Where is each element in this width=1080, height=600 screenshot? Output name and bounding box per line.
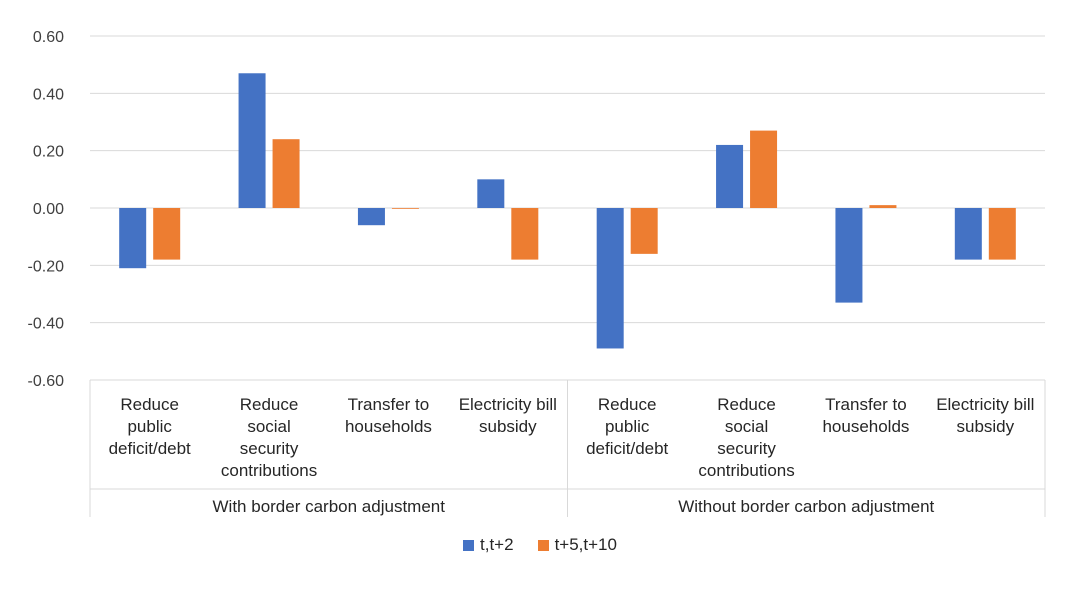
category-label-line: deficit/debt — [109, 439, 191, 458]
category-label-line: Reduce — [120, 395, 179, 414]
y-tick-label: 0.40 — [33, 86, 64, 103]
category-label-line: Transfer to — [348, 395, 430, 414]
category-label-line: contributions — [698, 461, 794, 480]
category-label-line: public — [127, 417, 172, 436]
bar-series-2 — [153, 208, 181, 260]
legend-swatch-series-1 — [463, 539, 475, 551]
bar-series-1 — [716, 144, 744, 208]
bar-series-1 — [596, 208, 624, 349]
category-label-line: subsidy — [479, 417, 537, 436]
bar-series-1 — [477, 179, 505, 208]
category-label: Electricity bill subsidy — [459, 395, 557, 436]
y-axis-ticks: 0.60 0.40 0.20 0.00 -0.20 -0.40 -0.60 — [28, 29, 65, 390]
bar-series-1 — [357, 208, 385, 226]
category-label: Electricity bill subsidy — [936, 395, 1034, 436]
bar-series-1 — [954, 208, 982, 260]
category-labels: Reduce public deficit/debt Reduce social secu… — [109, 395, 1035, 516]
bar-series-2 — [988, 208, 1016, 260]
bar-series-2 — [272, 139, 300, 208]
category-label-line: subsidy — [956, 417, 1014, 436]
bar-series-2 — [630, 208, 658, 254]
legend-label-series-1: t,t+2 — [480, 535, 514, 554]
category-label-line: Electricity bill — [459, 395, 557, 414]
legend-item-series-1: t,t+2 — [463, 535, 514, 555]
category-label-line: Reduce — [598, 395, 657, 414]
category-label: Reduce social security contributions — [698, 395, 794, 480]
chart: 0.60 0.40 0.20 0.00 -0.20 -0.40 -0.60 Reduce pu… — [28, 29, 1046, 517]
category-label-line: security — [240, 439, 299, 458]
bar-series-2 — [750, 130, 778, 208]
gridlines — [90, 35, 1045, 381]
bar-series-2 — [391, 208, 419, 209]
category-label-line: Reduce — [717, 395, 776, 414]
category-label-line: Reduce — [240, 395, 299, 414]
category-label: Reduce social security contributions — [221, 395, 317, 480]
group-label: With border carbon adjustment — [213, 497, 446, 516]
bar-series-2 — [511, 208, 539, 260]
category-label-line: security — [717, 439, 776, 458]
y-tick-label: 0.00 — [33, 201, 64, 218]
category-label-line: social — [247, 417, 290, 436]
y-tick-label: -0.60 — [28, 373, 65, 390]
legend-swatch-series-2 — [537, 539, 549, 551]
bar-series-1 — [238, 73, 266, 209]
bar-series-1 — [119, 208, 147, 269]
category-label-line: public — [605, 417, 650, 436]
category-label-line: Electricity bill — [936, 395, 1034, 414]
y-tick-label: -0.40 — [28, 316, 65, 333]
category-label-line: contributions — [221, 461, 317, 480]
y-tick-label: 0.60 — [33, 29, 64, 46]
category-label: Reduce public deficit/debt — [109, 395, 191, 458]
bar-series-1 — [835, 208, 863, 303]
category-label-line: households — [345, 417, 432, 436]
category-label-line: Transfer to — [825, 395, 907, 414]
category-label-line: social — [725, 417, 768, 436]
legend-label-series-2: t+5,t+10 — [554, 535, 617, 554]
group-label: Without border carbon adjustment — [678, 497, 934, 516]
category-axis — [89, 379, 1046, 517]
category-label: Reduce public deficit/debt — [586, 395, 668, 458]
category-label: Transfer to households — [345, 395, 432, 436]
y-tick-label: 0.20 — [33, 144, 64, 161]
category-label-line: households — [822, 417, 909, 436]
legend-item-series-2: t+5,t+10 — [537, 535, 617, 555]
bars — [119, 73, 1016, 349]
legend: t,t+2 t+5,t+10 — [0, 535, 1080, 555]
bar-series-2 — [869, 205, 897, 208]
category-label-line: deficit/debt — [586, 439, 668, 458]
y-tick-label: -0.20 — [28, 258, 65, 275]
category-label: Transfer to households — [822, 395, 909, 436]
